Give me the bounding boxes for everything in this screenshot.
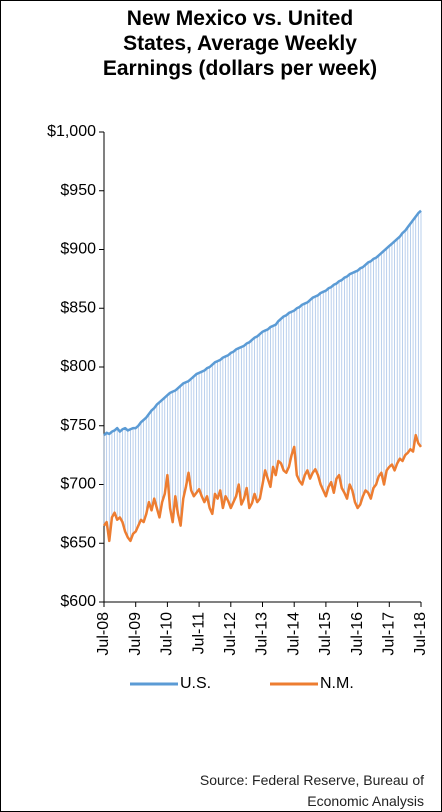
chart-title: New Mexico vs. United States, Average We… — [102, 7, 378, 80]
x-tick-label: Jul-18 — [412, 612, 429, 656]
y-tick-label: $750 — [60, 417, 96, 434]
x-tick-label: Jul-15 — [317, 612, 334, 656]
y-tick-label: $650 — [60, 534, 96, 551]
source-note: Source: Federal Reserve, Bureau of Econo… — [199, 772, 424, 809]
y-tick-label: $900 — [60, 241, 96, 258]
y-tick-label: $600 — [60, 593, 96, 610]
y-tick-label: $1,000 — [47, 123, 96, 140]
legend-label: N.M. — [320, 675, 354, 692]
y-tick-label: $700 — [60, 476, 96, 493]
y-tick-label: $850 — [60, 299, 96, 316]
x-tick-label: Jul-08 — [95, 612, 112, 656]
y-tick-label: $950 — [60, 182, 96, 199]
x-tick-label: Jul-17 — [381, 612, 398, 656]
series-line — [103, 209, 422, 437]
x-tick-label: Jul-16 — [349, 612, 366, 656]
x-tick-label: Jul-13 — [254, 612, 271, 656]
x-tick-label: Jul-09 — [127, 612, 144, 656]
series-line — [102, 433, 422, 543]
y-tick-label: $800 — [60, 358, 96, 375]
x-tick-label: Jul-12 — [222, 612, 239, 656]
x-tick-label: Jul-11 — [190, 612, 207, 654]
x-tick-label: Jul-14 — [285, 612, 302, 656]
x-tick-label: Jul-10 — [159, 612, 176, 656]
legend-label: U.S. — [180, 675, 211, 692]
